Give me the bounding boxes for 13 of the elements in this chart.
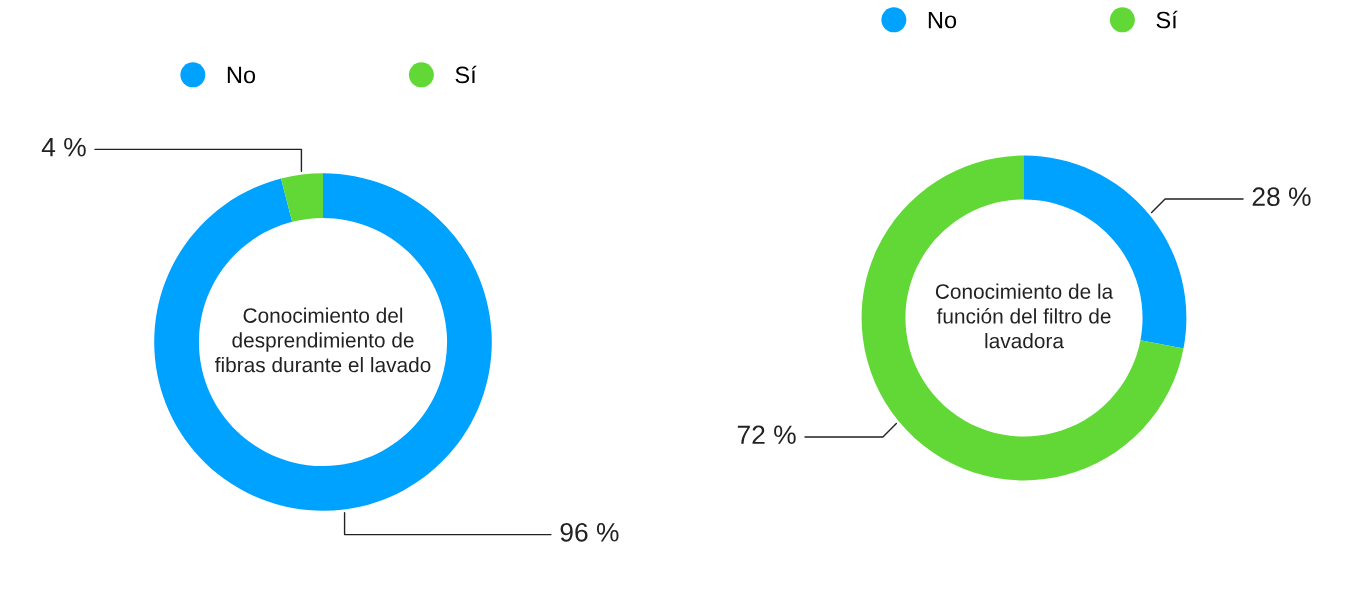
text: Conocimiento de la función del filtro de lavadora [935, 283, 1114, 349]
data-label: 4 % [41, 137, 86, 157]
data-label: 72 % [737, 425, 796, 445]
legend-label: No [227, 66, 256, 84]
legend-label: Sí [455, 65, 477, 84]
donut-slice [861, 155, 1184, 481]
legend-label: No [928, 11, 957, 29]
text: Conocimiento del desprendimiento de fibras durante el lavado [215, 307, 431, 373]
legend-label: Sí [1156, 10, 1178, 29]
data-label: 28 % [1252, 187, 1311, 207]
donut-slice [154, 173, 492, 511]
donut-slice [281, 173, 323, 222]
data-label: 96 % [560, 522, 619, 542]
